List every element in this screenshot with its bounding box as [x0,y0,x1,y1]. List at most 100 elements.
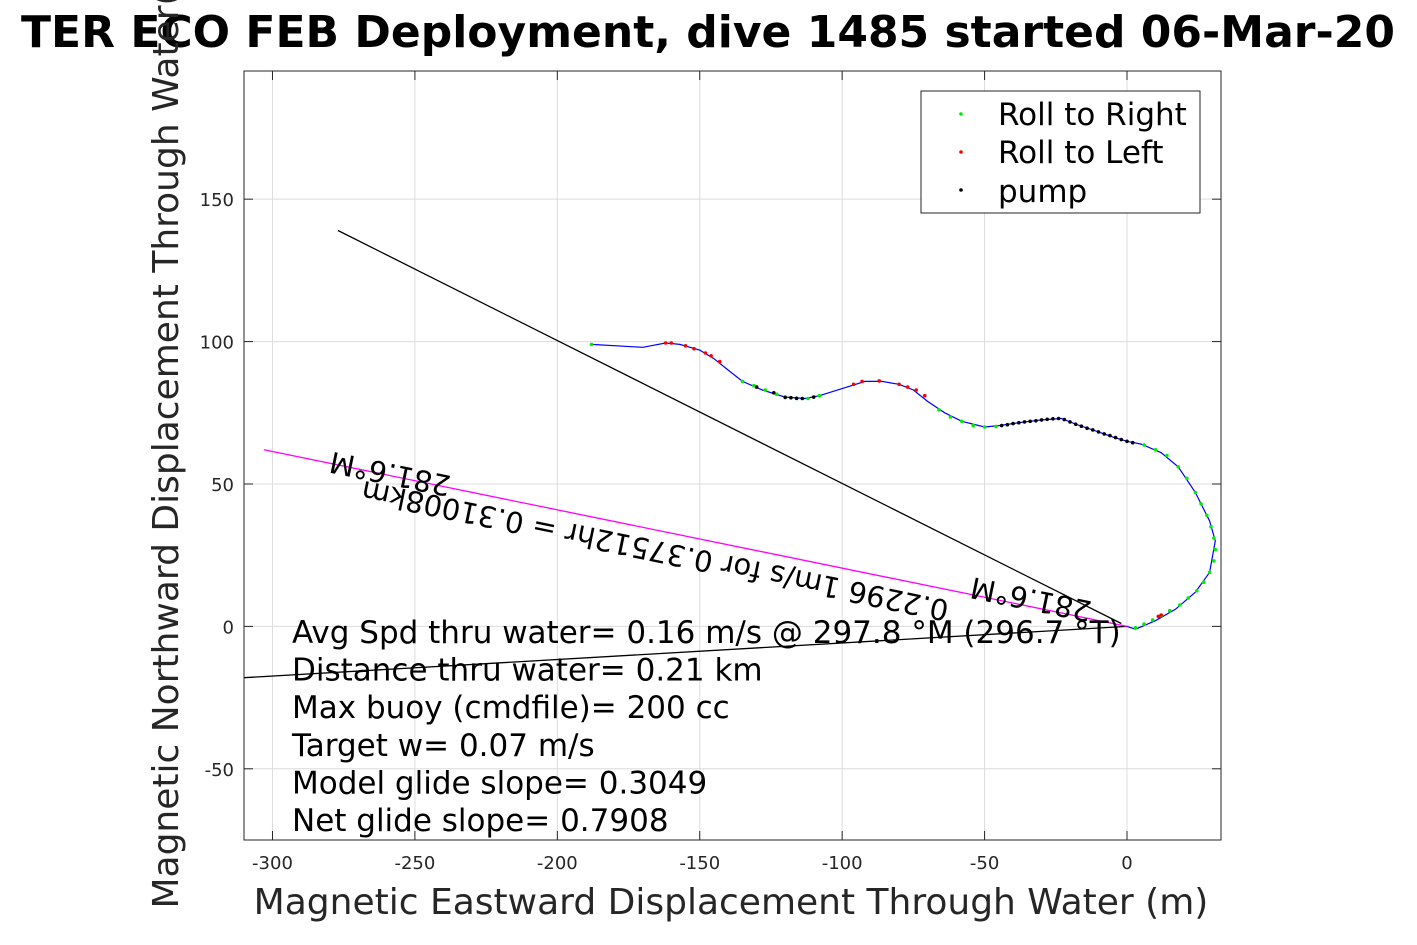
roll-left-point [692,346,696,351]
pump-point [1062,417,1067,422]
roll-right-point [806,396,810,401]
roll-right-point [1142,622,1146,626]
pump-point [1125,439,1129,444]
pump-point [794,396,799,401]
axis-ticks: -300 -250 -200 -150 -100 -50 0 -50 0 50 100 150 [200,71,1221,874]
pump-point [1079,424,1084,429]
chart-title: TER ECO FEB Deployment, dive 1485 starte… [21,7,1395,58]
roll-right-point [1153,448,1158,452]
legend-label-roll-right: Roll to Right [998,97,1187,133]
pump-point [811,395,816,399]
y-tick-label: 100 [200,333,234,354]
stat-line: Target w= 0.07 m/s [291,728,595,764]
legend-label-roll-left: Roll to Left [998,135,1164,171]
magenta-line [263,449,1128,628]
roll-right-point [740,379,745,384]
stat-line: Model glide slope= 0.3049 [292,765,707,801]
roll-left-point [663,341,668,345]
pump-point [772,391,776,395]
x-tick-label: -250 [394,853,435,874]
pump-point [754,385,759,389]
roll-left-point [709,354,713,358]
roll-left-point [923,393,927,398]
roll-right-point [817,393,822,398]
pump-point [999,423,1004,428]
pump-point [1091,428,1095,432]
pump-point [1022,420,1027,424]
pump-point [1119,437,1124,442]
roll-right-point [1193,490,1198,495]
roll-right-point [1202,580,1206,584]
pump-point [1011,421,1015,426]
plot-area [244,229,1218,679]
roll-right-point [1167,608,1172,613]
roll-left-point [897,382,901,387]
pump-point [1096,430,1101,434]
stat-line: Max buoy (cmdfile)= 200 cc [292,690,730,726]
roll-right-point [1185,476,1189,481]
y-axis-label: Magnetic Northward Displacement Through … [146,0,187,909]
x-axis-label: Magnetic Eastward Displacement Through W… [254,882,1209,923]
roll-right-point [982,425,987,429]
roll-left-point [914,388,918,392]
roll-left-point [1159,613,1163,617]
pump-point [1056,416,1061,421]
pump-point [1130,440,1135,445]
roll-right-point [1176,465,1181,469]
legend-marker-pump [959,188,963,192]
legend-box [920,90,1201,214]
roll-left-point [683,344,688,348]
x-tick-label: 0 [1121,853,1132,874]
pump-point [1113,435,1118,440]
roll-right-point [1209,524,1213,529]
roll-right-point [1186,596,1190,600]
roll-right-point [994,424,998,429]
pump-point [1085,426,1089,431]
pump-point [1068,420,1072,424]
roll-left-point [1156,614,1161,619]
y-tick-label: 0 [223,617,234,638]
roll-right-point [1133,626,1138,630]
legend: Roll to Right Roll to Left pump [920,90,1201,214]
stats-block: Avg Spd thru water= 0.16 m/s @ 297.8 °M … [291,615,1121,839]
roll-right-point [763,388,768,392]
pump-point [783,395,787,400]
roll-right-point [1165,453,1169,458]
pump-point [1045,417,1049,422]
legend-label-pump: pump [998,174,1087,210]
legend-marker-roll-right [959,112,963,116]
x-tick-label: -200 [537,853,578,874]
stat-line: Avg Spd thru water= 0.16 m/s @ 297.8 °M … [292,615,1121,651]
roll-right-point [937,408,941,412]
x-tick-label: -50 [970,853,999,874]
x-tick-label: -150 [679,853,720,874]
y-tick-label: 150 [200,190,234,211]
pump-point [1102,432,1106,436]
pump-point [1108,433,1112,438]
y-tick-label: -50 [205,760,234,781]
roll-right-point [589,342,594,347]
roll-right-point [774,392,779,397]
roll-left-point [717,359,722,364]
roll-right-point [1195,589,1199,593]
roll-left-point [669,341,674,345]
roll-left-point [905,385,910,389]
roll-right-point [1207,570,1212,575]
x-tick-label: -300 [252,853,293,874]
y-tick-label: 50 [211,475,234,496]
pump-point [1028,419,1032,424]
roll-right-point [948,415,953,419]
roll-left-point [703,351,708,355]
stat-line: Net glide slope= 0.7908 [292,803,669,839]
pump-point [1073,422,1078,427]
pump-point [800,396,805,401]
roll-left-point [851,382,856,387]
roll-right-point [971,423,975,428]
x-tick-label: -100 [822,853,863,874]
pump-point [1051,417,1055,421]
pump-point [1017,420,1021,425]
stat-line: Distance thru water= 0.21 km [292,653,763,689]
plot-frame [243,70,1222,841]
roll-right-point [1199,502,1203,506]
